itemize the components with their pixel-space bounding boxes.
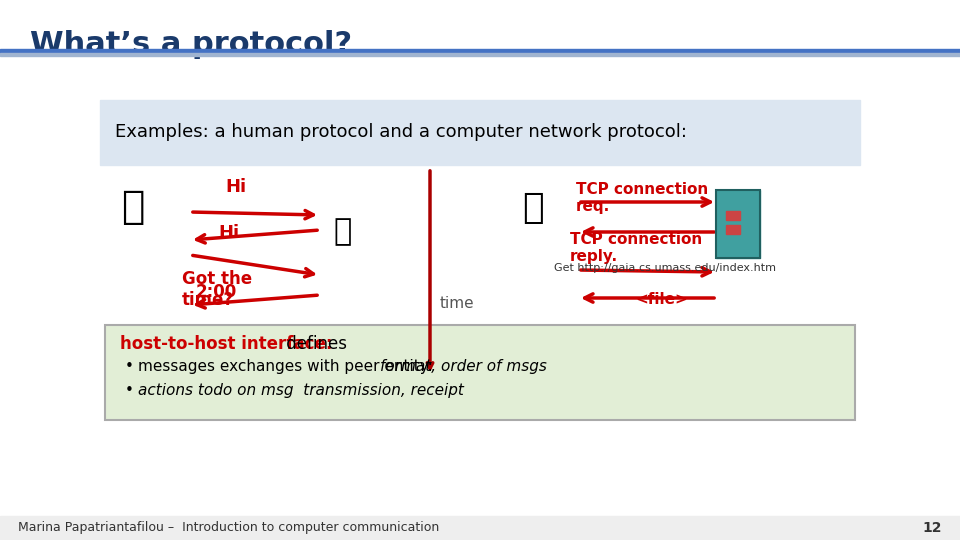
Text: •: • [125, 383, 133, 398]
Text: 12: 12 [923, 521, 942, 535]
Bar [0, 53, 960, 56]
Text: Get http://gaia.cs.umass.edu/index.htm: Get http://gaia.cs.umass.edu/index.htm [554, 263, 776, 273]
Text: 🖥: 🖥 [522, 191, 543, 225]
Text: Hi: Hi [225, 178, 246, 196]
Text: TCP connection
req.: TCP connection req. [576, 182, 708, 214]
Bar [726, 225, 740, 234]
Text: 👩: 👩 [121, 188, 145, 226]
Text: Examples: a human protocol and a computer network protocol:: Examples: a human protocol and a compute… [115, 123, 687, 141]
Text: defines: defines [281, 335, 347, 353]
Text: <file>: <file> [635, 293, 687, 307]
Bar [0, 516, 960, 540]
Bar [716, 190, 760, 258]
Text: format, order of msgs: format, order of msgs [380, 359, 547, 374]
Text: TCP connection
reply.: TCP connection reply. [570, 232, 703, 265]
Text: •: • [125, 359, 133, 374]
Text: time: time [440, 295, 474, 310]
Bar [716, 190, 760, 258]
Bar [726, 211, 740, 220]
Bar [0, 49, 960, 53]
Text: Marina Papatriantafilou –  Introduction to computer communication: Marina Papatriantafilou – Introduction t… [18, 522, 440, 535]
Text: Hi: Hi [218, 224, 239, 242]
Text: Got the
time?: Got the time? [182, 270, 252, 309]
Text: actions todo on msg  transmission, receipt: actions todo on msg transmission, receip… [138, 383, 464, 398]
Text: 👦: 👦 [334, 218, 352, 246]
Bar [105, 325, 855, 420]
Text: 2:00: 2:00 [196, 283, 237, 301]
Text: messages exchanges with peer entity:: messages exchanges with peer entity: [138, 359, 438, 374]
Text: host-to-host interface:: host-to-host interface: [120, 335, 332, 353]
Bar [100, 100, 860, 165]
Text: What’s a protocol?: What’s a protocol? [30, 30, 352, 59]
